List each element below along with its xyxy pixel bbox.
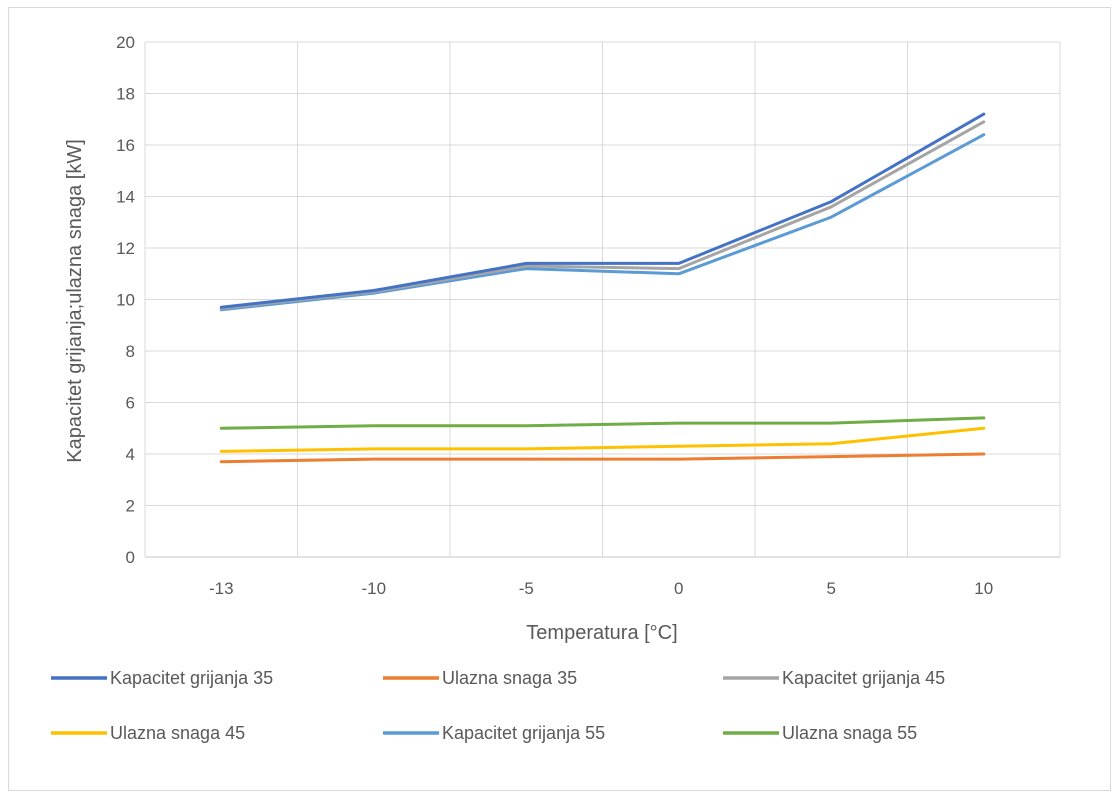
legend-label: Kapacitet grijanja 35: [110, 668, 273, 688]
y-tick-label: 6: [126, 394, 135, 413]
series-line-1: [219, 112, 986, 309]
x-tick-label: -10: [361, 579, 386, 598]
legend-label: Kapacitet grijanja 55: [442, 723, 605, 743]
y-tick-label: 14: [116, 188, 135, 207]
legend-label: Ulazna snaga 55: [782, 723, 917, 743]
y-tick-label: 2: [126, 497, 135, 516]
y-tick-label: 18: [116, 85, 135, 104]
gridlines: [144, 41, 1061, 557]
series-lines: [219, 112, 986, 464]
y-axis-title: Kapacitet grijanja;ulazna snaga [kW]: [64, 139, 86, 463]
y-tick-label: 0: [126, 548, 135, 567]
chart-frame: 0 2 4 6 8 10 12 14 16 18 20 -13 -10 -5 0 5 10 Kapacitet …: [8, 7, 1111, 791]
y-tick-label: 10: [116, 291, 135, 310]
series-line-6: [219, 416, 986, 430]
x-tick-label: 0: [674, 579, 683, 598]
x-tick-label: -5: [519, 579, 534, 598]
y-tick-label: 4: [126, 445, 135, 464]
legend: Kapacitet grijanja 35 Ulazna snaga 35 Kapa…: [51, 668, 945, 743]
y-tick-label: 12: [116, 239, 135, 258]
series-line-4: [219, 426, 986, 453]
axes: 0 2 4 6 8 10 12 14 16 18 20 -13 -10 -5 0 5 10: [116, 33, 1060, 598]
y-tick-label: 16: [116, 136, 135, 155]
x-tick-label: 5: [827, 579, 836, 598]
legend-label: Kapacitet grijanja 45: [782, 668, 945, 688]
x-tick-label: -13: [209, 579, 234, 598]
x-axis-title: Temperatura [°C]: [526, 622, 677, 644]
line-chart: 0 2 4 6 8 10 12 14 16 18 20 -13 -10 -5 0 5 10 Kapacitet …: [51, 33, 1061, 743]
x-tick-label: 10: [974, 579, 993, 598]
legend-label: Ulazna snaga 45: [110, 723, 245, 743]
legend-label: Ulazna snaga 35: [442, 668, 577, 688]
y-tick-label: 20: [116, 33, 135, 52]
y-tick-label: 8: [126, 342, 135, 361]
series-line-2: [219, 452, 986, 464]
